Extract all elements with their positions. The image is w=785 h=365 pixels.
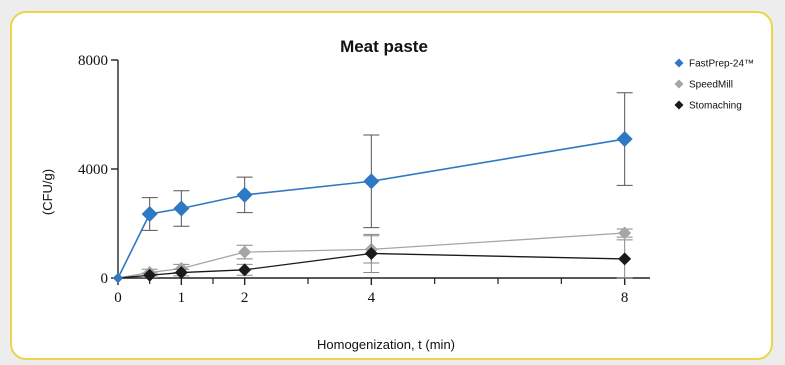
chart-frame xyxy=(10,11,773,360)
data-point xyxy=(113,273,123,283)
x-tick-label: 8 xyxy=(621,290,629,306)
y-tick-label: 8000 xyxy=(78,53,108,69)
y-tick-label: 4000 xyxy=(78,162,108,178)
legend-marker xyxy=(674,79,684,89)
data-point xyxy=(618,226,632,240)
data-point xyxy=(173,200,190,217)
data-point xyxy=(236,186,253,203)
series-0 xyxy=(113,92,633,283)
data-point xyxy=(238,263,252,277)
data-point xyxy=(143,268,157,282)
legend-label: Stomaching xyxy=(689,101,742,112)
data-point xyxy=(174,266,188,280)
y-tick-label: 0 xyxy=(101,271,109,287)
series-line xyxy=(117,138,625,279)
x-tick-label: 0 xyxy=(114,290,122,306)
data-point xyxy=(141,205,158,222)
series-2 xyxy=(113,233,633,283)
data-point xyxy=(364,246,378,260)
x-tick-label: 2 xyxy=(241,290,249,306)
x-axis-title: Homogenization, t (min) xyxy=(317,337,455,352)
data-point xyxy=(363,173,380,190)
data-point xyxy=(616,131,633,148)
y-axis-title: (CFU/g) xyxy=(40,169,55,215)
legend-label: FastPrep-24™ xyxy=(689,59,754,70)
x-tick-label: 1 xyxy=(178,290,186,306)
legend-marker xyxy=(674,100,684,110)
data-point xyxy=(238,245,252,259)
x-tick-label: 4 xyxy=(368,290,376,306)
legend-label: SpeedMill xyxy=(689,80,733,91)
data-point xyxy=(618,252,632,266)
legend-marker xyxy=(674,58,684,68)
chart-title: Meat paste xyxy=(340,37,428,56)
